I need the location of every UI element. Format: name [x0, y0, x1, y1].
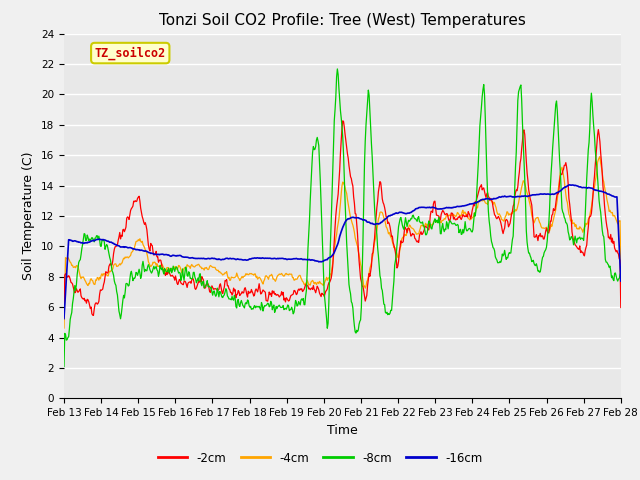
- Legend: -2cm, -4cm, -8cm, -16cm: -2cm, -4cm, -8cm, -16cm: [153, 447, 487, 469]
- Y-axis label: Soil Temperature (C): Soil Temperature (C): [22, 152, 35, 280]
- Text: TZ_soilco2: TZ_soilco2: [95, 47, 166, 60]
- Title: Tonzi Soil CO2 Profile: Tree (West) Temperatures: Tonzi Soil CO2 Profile: Tree (West) Temp…: [159, 13, 526, 28]
- X-axis label: Time: Time: [327, 424, 358, 437]
